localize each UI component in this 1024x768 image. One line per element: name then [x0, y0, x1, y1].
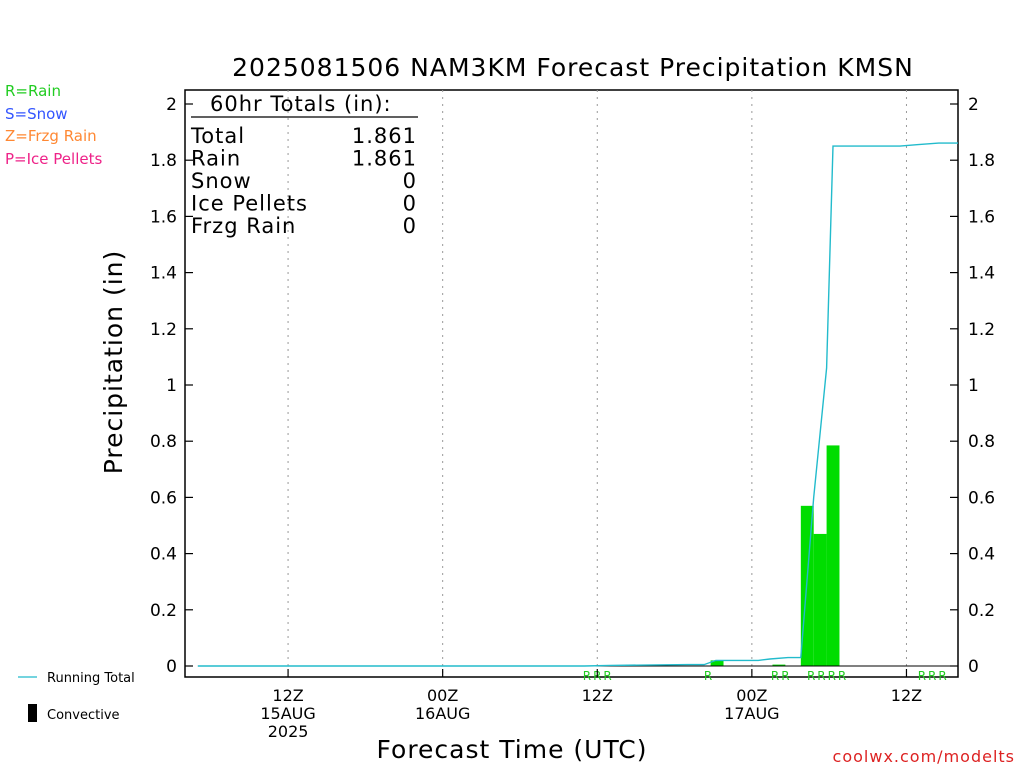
series-legend: Running Total Convective — [18, 671, 135, 723]
y-axis-left: 0 0.2 0.4 0.6 0.8 1 1.2 1.4 1.6 1.8 2 — [150, 95, 193, 677]
running-total-line — [197, 142, 958, 667]
precip-type-label-5: R — [781, 669, 789, 683]
x-tick-label-1-2: 16AUG — [415, 704, 470, 723]
totals-row-label-3: Ice Pellets — [191, 192, 308, 216]
legend-snow: S=Snow — [5, 105, 68, 123]
y-tick-label-right-10: 2 — [968, 95, 979, 115]
totals-row-value-4: 0 — [403, 214, 417, 238]
credit-text: coolwx.com/modelts — [833, 747, 1015, 766]
rain-bar-0 — [710, 660, 724, 666]
y-tick-label-right-7: 1.4 — [968, 264, 995, 284]
y-tick-label-left-4: 0.8 — [150, 432, 177, 452]
y-tick-label-left-6: 1.2 — [150, 320, 177, 340]
legend-freezing-rain: Z=Frzg Rain — [5, 127, 97, 145]
y-axis-label: Precipitation (in) — [99, 250, 128, 475]
y-tick-label-left-0: 0 — [166, 657, 177, 677]
precip-type-label-8: R — [828, 669, 836, 683]
y-tick-label-left-9: 1.8 — [150, 151, 177, 171]
precip-type-label-12: R — [938, 669, 946, 683]
x-tick-label-0-1: 12Z — [272, 686, 303, 705]
legend-ice-pellets: P=Ice Pellets — [5, 150, 102, 168]
totals-header: 60hr Totals (in): — [210, 92, 392, 116]
totals-row-value-0: 1.861 — [352, 124, 417, 148]
totals-row-label-1: Rain — [191, 147, 241, 171]
precip-bars — [710, 445, 840, 666]
rain-bar-3 — [813, 533, 827, 666]
x-tick-label-1-1: 00Z — [427, 686, 458, 705]
precip-type-label-4: R — [771, 669, 779, 683]
plot-frame — [184, 89, 959, 678]
rain-bar-1 — [772, 664, 786, 666]
y-axis-right: 0 0.2 0.4 0.6 0.8 1 1.2 1.4 1.6 1.8 2 — [950, 95, 995, 677]
x-tick-label-0-2: 15AUG — [260, 704, 315, 723]
y-tick-label-right-0: 0 — [968, 657, 979, 677]
x-tick-label-2-1: 12Z — [582, 686, 613, 705]
y-tick-label-left-10: 2 — [166, 95, 177, 115]
precip-type-label-11: R — [928, 669, 936, 683]
x-tick-label-3-1: 00Z — [736, 686, 767, 705]
precip-type-label-9: R — [838, 669, 846, 683]
precip-type-legend: R=Rain S=Snow Z=Frzg Rain P=Ice Pellets — [5, 82, 102, 168]
totals-box: 60hr Totals (in): Total 1.861 Rain 1.861 Sno… — [190, 92, 418, 238]
totals-row-value-2: 0 — [403, 169, 417, 193]
totals-row-label-4: Frzg Rain — [191, 214, 296, 238]
legend-rain: R=Rain — [5, 82, 61, 100]
precip-type-label-10: R — [918, 669, 926, 683]
convective-legend-swatch — [28, 704, 37, 722]
chart-title: 2025081506 NAM3KM Forecast Precipitation… — [232, 53, 914, 82]
y-tick-label-left-5: 1 — [166, 376, 177, 396]
x-tick-label-4-1: 12Z — [891, 686, 922, 705]
x-tick-label-0-3: 2025 — [268, 722, 309, 741]
running-total-legend-label: Running Total — [47, 671, 135, 686]
y-tick-label-left-1: 0.2 — [150, 601, 177, 621]
y-tick-label-right-9: 1.8 — [968, 151, 995, 171]
totals-row-label-2: Snow — [191, 169, 252, 193]
y-tick-label-right-6: 1.2 — [968, 320, 995, 340]
convective-legend-label: Convective — [47, 708, 120, 723]
y-tick-label-right-5: 1 — [968, 376, 979, 396]
precip-type-label-7: R — [817, 669, 825, 683]
running-total-polyline — [197, 142, 958, 667]
x-tick-label-3-2: 17AUG — [724, 704, 779, 723]
rain-bar-4 — [826, 445, 840, 666]
totals-row-label-0: Total — [190, 124, 245, 148]
y-tick-label-right-4: 0.8 — [968, 432, 995, 452]
y-tick-label-right-1: 0.2 — [968, 601, 995, 621]
y-tick-label-left-7: 1.4 — [150, 264, 177, 284]
precip-type-labels: RRRRRRRRRRRRR — [583, 669, 947, 683]
precip-type-label-2: R — [603, 669, 611, 683]
precip-type-label-0: R — [583, 669, 591, 683]
y-tick-label-right-8: 1.6 — [968, 207, 995, 227]
precip-type-label-3: R — [704, 669, 712, 683]
precip-type-label-6: R — [807, 669, 815, 683]
y-tick-label-left-3: 0.6 — [150, 488, 177, 508]
x-axis-label: Forecast Time (UTC) — [377, 735, 648, 764]
y-tick-label-left-8: 1.6 — [150, 207, 177, 227]
y-tick-label-right-2: 0.4 — [968, 545, 995, 565]
y-tick-label-left-2: 0.4 — [150, 545, 177, 565]
totals-row-value-1: 1.861 — [352, 147, 417, 171]
y-tick-label-right-3: 0.6 — [968, 488, 995, 508]
totals-row-value-3: 0 — [403, 192, 417, 216]
